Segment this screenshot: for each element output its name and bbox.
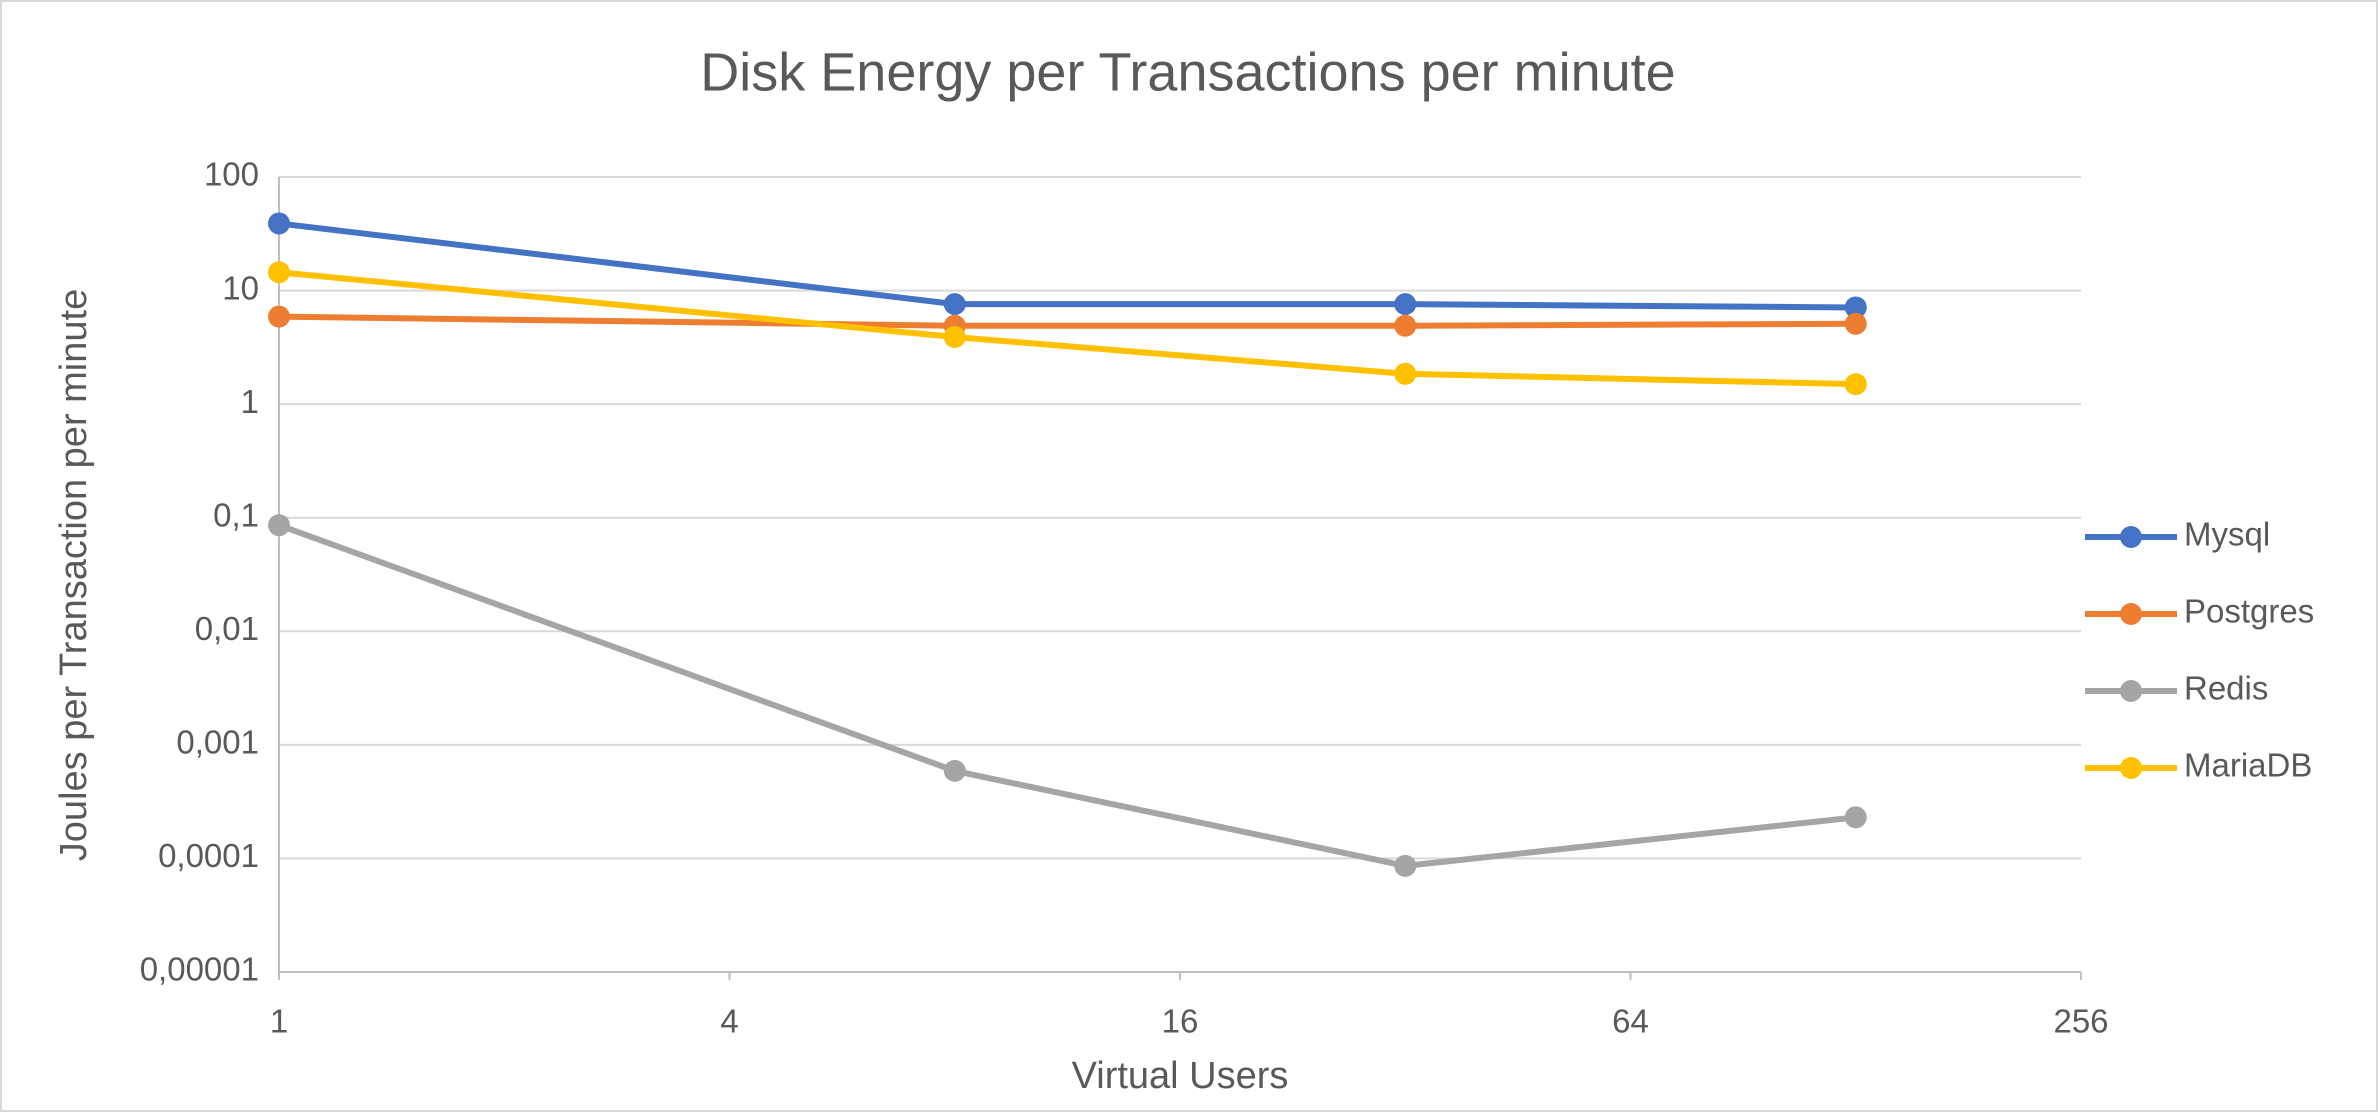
- data-point: [1394, 362, 1417, 385]
- x-axis-label: Virtual Users: [1072, 1055, 1289, 1097]
- series-line: [278, 313, 1856, 329]
- y-tick-label: 0,1: [213, 496, 259, 533]
- data-point: [268, 261, 290, 284]
- data-point: [268, 212, 290, 235]
- x-tick-label: 1: [270, 1003, 288, 1040]
- series-line: [277, 522, 1857, 869]
- legend-label: Postgres: [2184, 593, 2314, 630]
- data-point: [943, 326, 966, 349]
- legend-marker: [2120, 526, 2142, 548]
- x-tick-label: 16: [1162, 1003, 1199, 1040]
- data-point: [943, 293, 966, 316]
- y-tick-label: 100: [204, 156, 259, 193]
- data-point: [1844, 806, 1867, 829]
- chart-title: Disk Energy per Transactions per minute: [700, 42, 1675, 102]
- y-tick-label: 0,0001: [158, 837, 259, 874]
- y-tick-label: 0,00001: [140, 951, 259, 988]
- x-tick-label: 256: [2053, 1003, 2108, 1040]
- data-point: [1394, 314, 1417, 337]
- legend-label: Redis: [2184, 670, 2268, 707]
- legend-marker: [2120, 603, 2142, 625]
- data-point: [1394, 854, 1417, 877]
- y-tick-label: 0,01: [195, 610, 259, 647]
- data-point: [1394, 293, 1417, 316]
- series-line: [278, 269, 1856, 388]
- legend-label: Mysql: [2184, 516, 2270, 553]
- y-tick-label: 0,001: [176, 724, 259, 761]
- data-point: [268, 305, 290, 328]
- y-axis-label: Joules per Transaction per minute: [53, 289, 95, 861]
- x-tick-label: 4: [720, 1003, 738, 1040]
- series-line: [278, 220, 1856, 311]
- y-tick-label: 1: [241, 383, 259, 420]
- data-point: [943, 759, 966, 782]
- data-point: [1844, 312, 1867, 335]
- legend-label: MariaDB: [2184, 747, 2312, 784]
- legend-marker: [2120, 757, 2142, 779]
- data-point: [1844, 296, 1867, 319]
- y-tick-label: 10: [222, 269, 259, 306]
- x-tick-label: 64: [1612, 1003, 1649, 1040]
- data-point: [1844, 373, 1867, 396]
- legend-marker: [2120, 680, 2142, 702]
- data-point: [268, 514, 290, 537]
